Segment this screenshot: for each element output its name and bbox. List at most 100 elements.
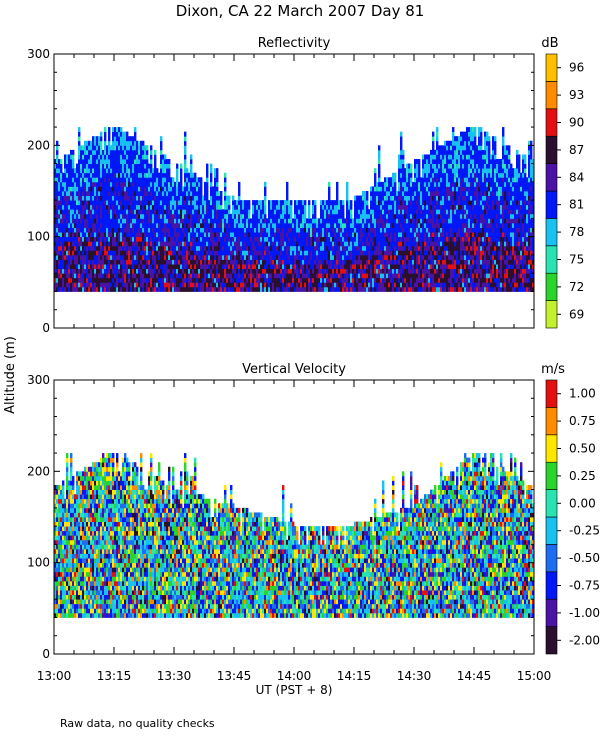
reflectivity-cell — [100, 273, 103, 279]
reflectivity-cell — [348, 204, 351, 210]
reflectivity-cell — [262, 222, 265, 228]
reflectivity-cell — [266, 273, 269, 279]
reflectivity-cell — [390, 186, 393, 192]
reflectivity-cell — [262, 250, 265, 256]
reflectivity-cell — [394, 241, 397, 247]
reflectivity-cell — [316, 222, 319, 228]
reflectivity-cell — [316, 232, 319, 238]
reflectivity-cell — [296, 209, 299, 215]
reflectivity-cell — [356, 254, 359, 260]
reflectivity-cell — [130, 282, 133, 288]
reflectivity-cell — [276, 209, 279, 215]
reflectivity-cell — [168, 213, 171, 219]
reflectivity-cell — [130, 172, 133, 178]
reflectivity-cell — [176, 232, 179, 238]
reflectivity-cell — [112, 186, 115, 192]
reflectivity-cell — [410, 222, 413, 228]
reflectivity-cell — [128, 236, 131, 242]
reflectivity-cell — [96, 159, 99, 164]
reflectivity-cell — [56, 191, 59, 196]
reflectivity-cell — [288, 232, 291, 238]
reflectivity-cell — [134, 236, 137, 242]
reflectivity-cell — [426, 282, 429, 288]
reflectivity-cell — [194, 250, 197, 256]
reflectivity-cell — [298, 268, 301, 274]
reflectivity-cell — [184, 186, 187, 192]
reflectivity-cell — [398, 195, 401, 201]
reflectivity-cell — [126, 245, 129, 251]
reflectivity-cell — [84, 209, 87, 215]
reflectivity-cell — [320, 227, 323, 233]
reflectivity-cell — [272, 222, 275, 228]
reflectivity-cell — [140, 209, 143, 215]
reflectivity-cell — [372, 200, 375, 206]
reflectivity-cell — [254, 218, 257, 224]
reflectivity-cell — [124, 250, 127, 256]
reflectivity-cell — [86, 149, 89, 155]
reflectivity-cell — [394, 268, 397, 274]
reflectivity-cell — [292, 286, 295, 292]
reflectivity-cell — [392, 273, 395, 279]
reflectivity-cell — [378, 177, 381, 183]
reflectivity-cell — [346, 209, 349, 215]
reflectivity-cell — [148, 191, 151, 196]
reflectivity-cell — [160, 168, 163, 174]
reflectivity-cell — [286, 254, 289, 260]
reflectivity-cell — [312, 286, 315, 292]
reflectivity-cell — [86, 195, 89, 201]
reflectivity-cell — [76, 209, 79, 215]
reflectivity-cell — [272, 245, 275, 251]
reflectivity-cell — [132, 268, 135, 274]
reflectivity-cell — [160, 149, 163, 155]
reflectivity-cell — [64, 268, 67, 274]
reflectivity-cell — [332, 268, 335, 274]
reflectivity-cell — [402, 159, 405, 164]
reflectivity-cell — [114, 277, 117, 283]
reflectivity-cell — [188, 222, 191, 228]
reflectivity-cell — [374, 245, 377, 251]
reflectivity-cell — [432, 200, 435, 206]
reflectivity-cell — [170, 245, 173, 251]
reflectivity-cell — [134, 191, 137, 196]
reflectivity-cell — [118, 250, 121, 256]
reflectivity-cell — [128, 200, 131, 206]
reflectivity-cell — [210, 186, 213, 192]
reflectivity-cell — [204, 259, 207, 265]
reflectivity-cell — [258, 222, 261, 228]
reflectivity-cell — [372, 204, 375, 210]
reflectivity-cell — [54, 218, 57, 224]
reflectivity-cell — [408, 222, 411, 228]
reflectivity-cell — [296, 259, 299, 265]
reflectivity-cell — [196, 195, 199, 201]
reflectivity-cell — [92, 282, 95, 288]
reflectivity-cell — [128, 282, 131, 288]
reflectivity-cell — [114, 282, 117, 288]
reflectivity-cell — [78, 286, 81, 292]
reflectivity-cell — [400, 145, 403, 151]
reflectivity-cell — [432, 209, 435, 215]
reflectivity-cell — [408, 286, 411, 292]
reflectivity-cell — [206, 282, 209, 288]
reflectivity-cell — [106, 154, 109, 160]
reflectivity-cell — [176, 191, 179, 196]
reflectivity-cell — [436, 209, 439, 215]
reflectivity-cell — [294, 268, 297, 274]
reflectivity-cell — [366, 277, 369, 283]
reflectivity-cell — [378, 264, 381, 270]
reflectivity-cell — [84, 168, 87, 174]
reflectivity-cell — [406, 227, 409, 233]
reflectivity-cell — [114, 163, 117, 169]
reflectivity-cell — [66, 259, 69, 265]
reflectivity-cell — [124, 204, 127, 210]
reflectivity-cell — [224, 268, 227, 274]
reflectivity-cell — [428, 168, 431, 174]
reflectivity-cell — [402, 245, 405, 251]
reflectivity-cell — [306, 236, 309, 242]
reflectivity-cell — [336, 268, 339, 274]
reflectivity-cell — [430, 286, 433, 292]
reflectivity-cell — [366, 254, 369, 260]
reflectivity-cell — [134, 140, 137, 146]
reflectivity-cell — [280, 213, 283, 219]
reflectivity-cell — [194, 191, 197, 196]
